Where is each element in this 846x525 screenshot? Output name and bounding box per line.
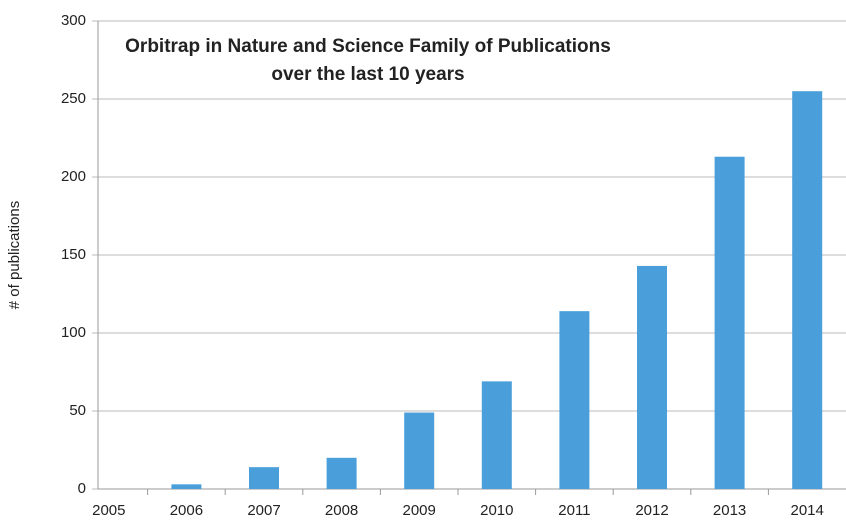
y-tick-label: 250	[61, 90, 86, 107]
y-axis-label: # of publications	[6, 201, 23, 309]
bar	[792, 91, 823, 489]
y-tick-label: 200	[61, 168, 86, 185]
bar	[637, 265, 667, 489]
x-tick-label: 2009	[403, 502, 436, 519]
y-tick-label: 100	[61, 324, 86, 341]
x-tick-label: 2006	[170, 502, 203, 519]
chart-title: over the last 10 years	[271, 64, 464, 85]
bar	[559, 311, 590, 489]
x-tick-label: 2008	[325, 502, 358, 519]
bar	[326, 457, 357, 489]
bar	[714, 156, 745, 489]
x-tick-label: 2013	[713, 502, 746, 519]
bar	[171, 484, 202, 489]
chart-title: Orbitrap in Nature and Science Family of…	[125, 36, 611, 57]
x-tick-label: 2011	[558, 502, 590, 519]
x-tick-label: 2014	[791, 502, 824, 519]
y-tick-label: 50	[69, 402, 86, 419]
y-tick-label: 150	[61, 246, 86, 263]
x-tick-label: 2005	[92, 502, 125, 519]
bar	[249, 467, 279, 489]
x-tick-label: 2007	[247, 502, 280, 519]
y-tick-label: 0	[78, 480, 86, 497]
x-tick-label: 2010	[480, 502, 513, 519]
bar	[404, 412, 435, 489]
x-tick-label: 2012	[635, 502, 668, 519]
y-tick-label: 300	[61, 12, 86, 29]
bar	[481, 381, 512, 489]
